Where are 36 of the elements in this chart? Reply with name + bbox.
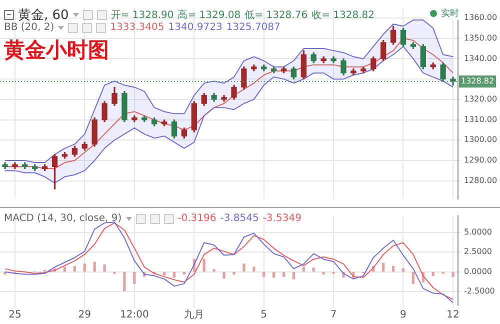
y-tick-label: 1300.00 <box>464 135 498 144</box>
x-tick-label: 9 <box>400 310 406 321</box>
annotation: 开= 1328.90 <box>110 9 174 22</box>
text: 黄金小时图 <box>4 37 109 64</box>
y-tick-label: 1320.00 <box>464 94 498 104</box>
annotation: 1333.3405 <box>110 22 164 33</box>
ref-line-label: 1328.82 <box>461 76 494 86</box>
annotation: -3.5349 <box>262 213 302 224</box>
annotation: MACD (14, 30, close, 9) <box>4 213 122 224</box>
x-tick-label: 12:00 <box>120 310 149 321</box>
y-tick-label: -2.5000 <box>464 286 495 296</box>
y-tick-label: 1340.00 <box>464 54 498 63</box>
y-tick-label: 5.0000 <box>464 227 492 236</box>
y-tick-label: 1310.00 <box>464 114 498 124</box>
x-tick-label: 5 <box>260 310 268 321</box>
annotation: 高= 1329.08 <box>178 8 241 22</box>
y-tick-label: 1350.00 <box>464 33 498 42</box>
annotation: 黄金, 60 <box>18 7 69 23</box>
annotation: 1340.9723 <box>168 22 222 33</box>
y-tick-label: 2.5000 <box>464 247 492 256</box>
annotation: -3.8545 <box>220 213 259 224</box>
x-tick-label: 九月 <box>184 308 204 321</box>
y-tick-label: 0.0000 <box>464 266 492 276</box>
annotation: 低= 1328.76 <box>244 9 308 22</box>
y-tick-label: 1290.00 <box>464 156 498 165</box>
y-tick-label: 1360.00 <box>464 13 498 22</box>
annotation: 收= 1328.82 <box>312 9 374 22</box>
y-tick-label: 1280.00 <box>464 176 498 185</box>
annotation: 1325.7087 <box>226 22 280 33</box>
annotation: BB (20, 2) <box>4 22 54 33</box>
annotation: 实时 <box>441 8 459 20</box>
x-tick-label: 7 <box>330 310 337 321</box>
x-tick-label: 29 <box>78 310 91 321</box>
annotation: -0.3196 <box>178 213 216 224</box>
x-tick-label: 25 <box>8 310 22 321</box>
x-tick-label: 12 <box>446 310 460 321</box>
